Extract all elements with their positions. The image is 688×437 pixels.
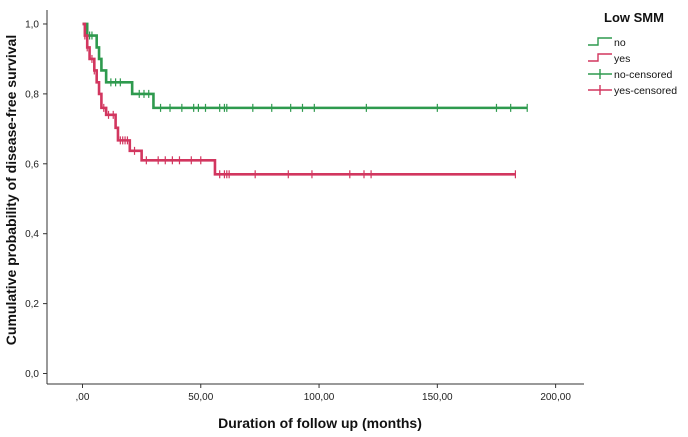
y-tick-label: 0,4 — [25, 229, 39, 240]
censor-marks-layer — [84, 31, 528, 179]
x-tick-label: ,00 — [76, 392, 90, 403]
legend-title: Low SMM — [604, 10, 664, 25]
tick-labels: ,00 50,00 100,00 150,00 200,00 0,0 0,2 0,4 0,6 0,… — [25, 19, 571, 403]
legend-swatch — [588, 53, 612, 62]
y-tick-label: 1,0 — [25, 19, 39, 30]
series-line-yes — [82, 22, 516, 176]
x-tick-label: 100,00 — [304, 392, 335, 403]
plot-frame — [46, 10, 584, 385]
y-tick-label: 0,0 — [25, 369, 39, 380]
legend-label: yes-censored — [614, 85, 677, 97]
y-tick-label: 0,2 — [25, 299, 39, 310]
y-axis-title: Cumulative probability of disease-free s… — [3, 35, 19, 345]
legend-swatch — [588, 37, 612, 46]
legend-items: no yes no-censored yes-censored — [588, 37, 677, 97]
legend: Low SMM no yes no-censored yes-censored — [588, 10, 677, 97]
y-tick-label: 0,6 — [25, 159, 39, 170]
x-tick-label: 150,00 — [422, 392, 453, 403]
legend-item-yes: yes — [588, 53, 630, 65]
y-tick-label: 0,8 — [25, 89, 39, 100]
legend-label: yes — [614, 53, 630, 65]
series-layer — [82, 22, 528, 176]
legend-label: no — [614, 37, 626, 49]
legend-item-yes-censored: yes-censored — [588, 85, 677, 97]
x-axis-title: Duration of follow up (months) — [218, 415, 422, 431]
x-tick-label: 50,00 — [188, 392, 213, 403]
legend-item-no-censored: no-censored — [588, 69, 673, 81]
legend-label: no-censored — [614, 69, 673, 81]
x-tick-label: 200,00 — [540, 392, 571, 403]
legend-item-no: no — [588, 37, 626, 49]
